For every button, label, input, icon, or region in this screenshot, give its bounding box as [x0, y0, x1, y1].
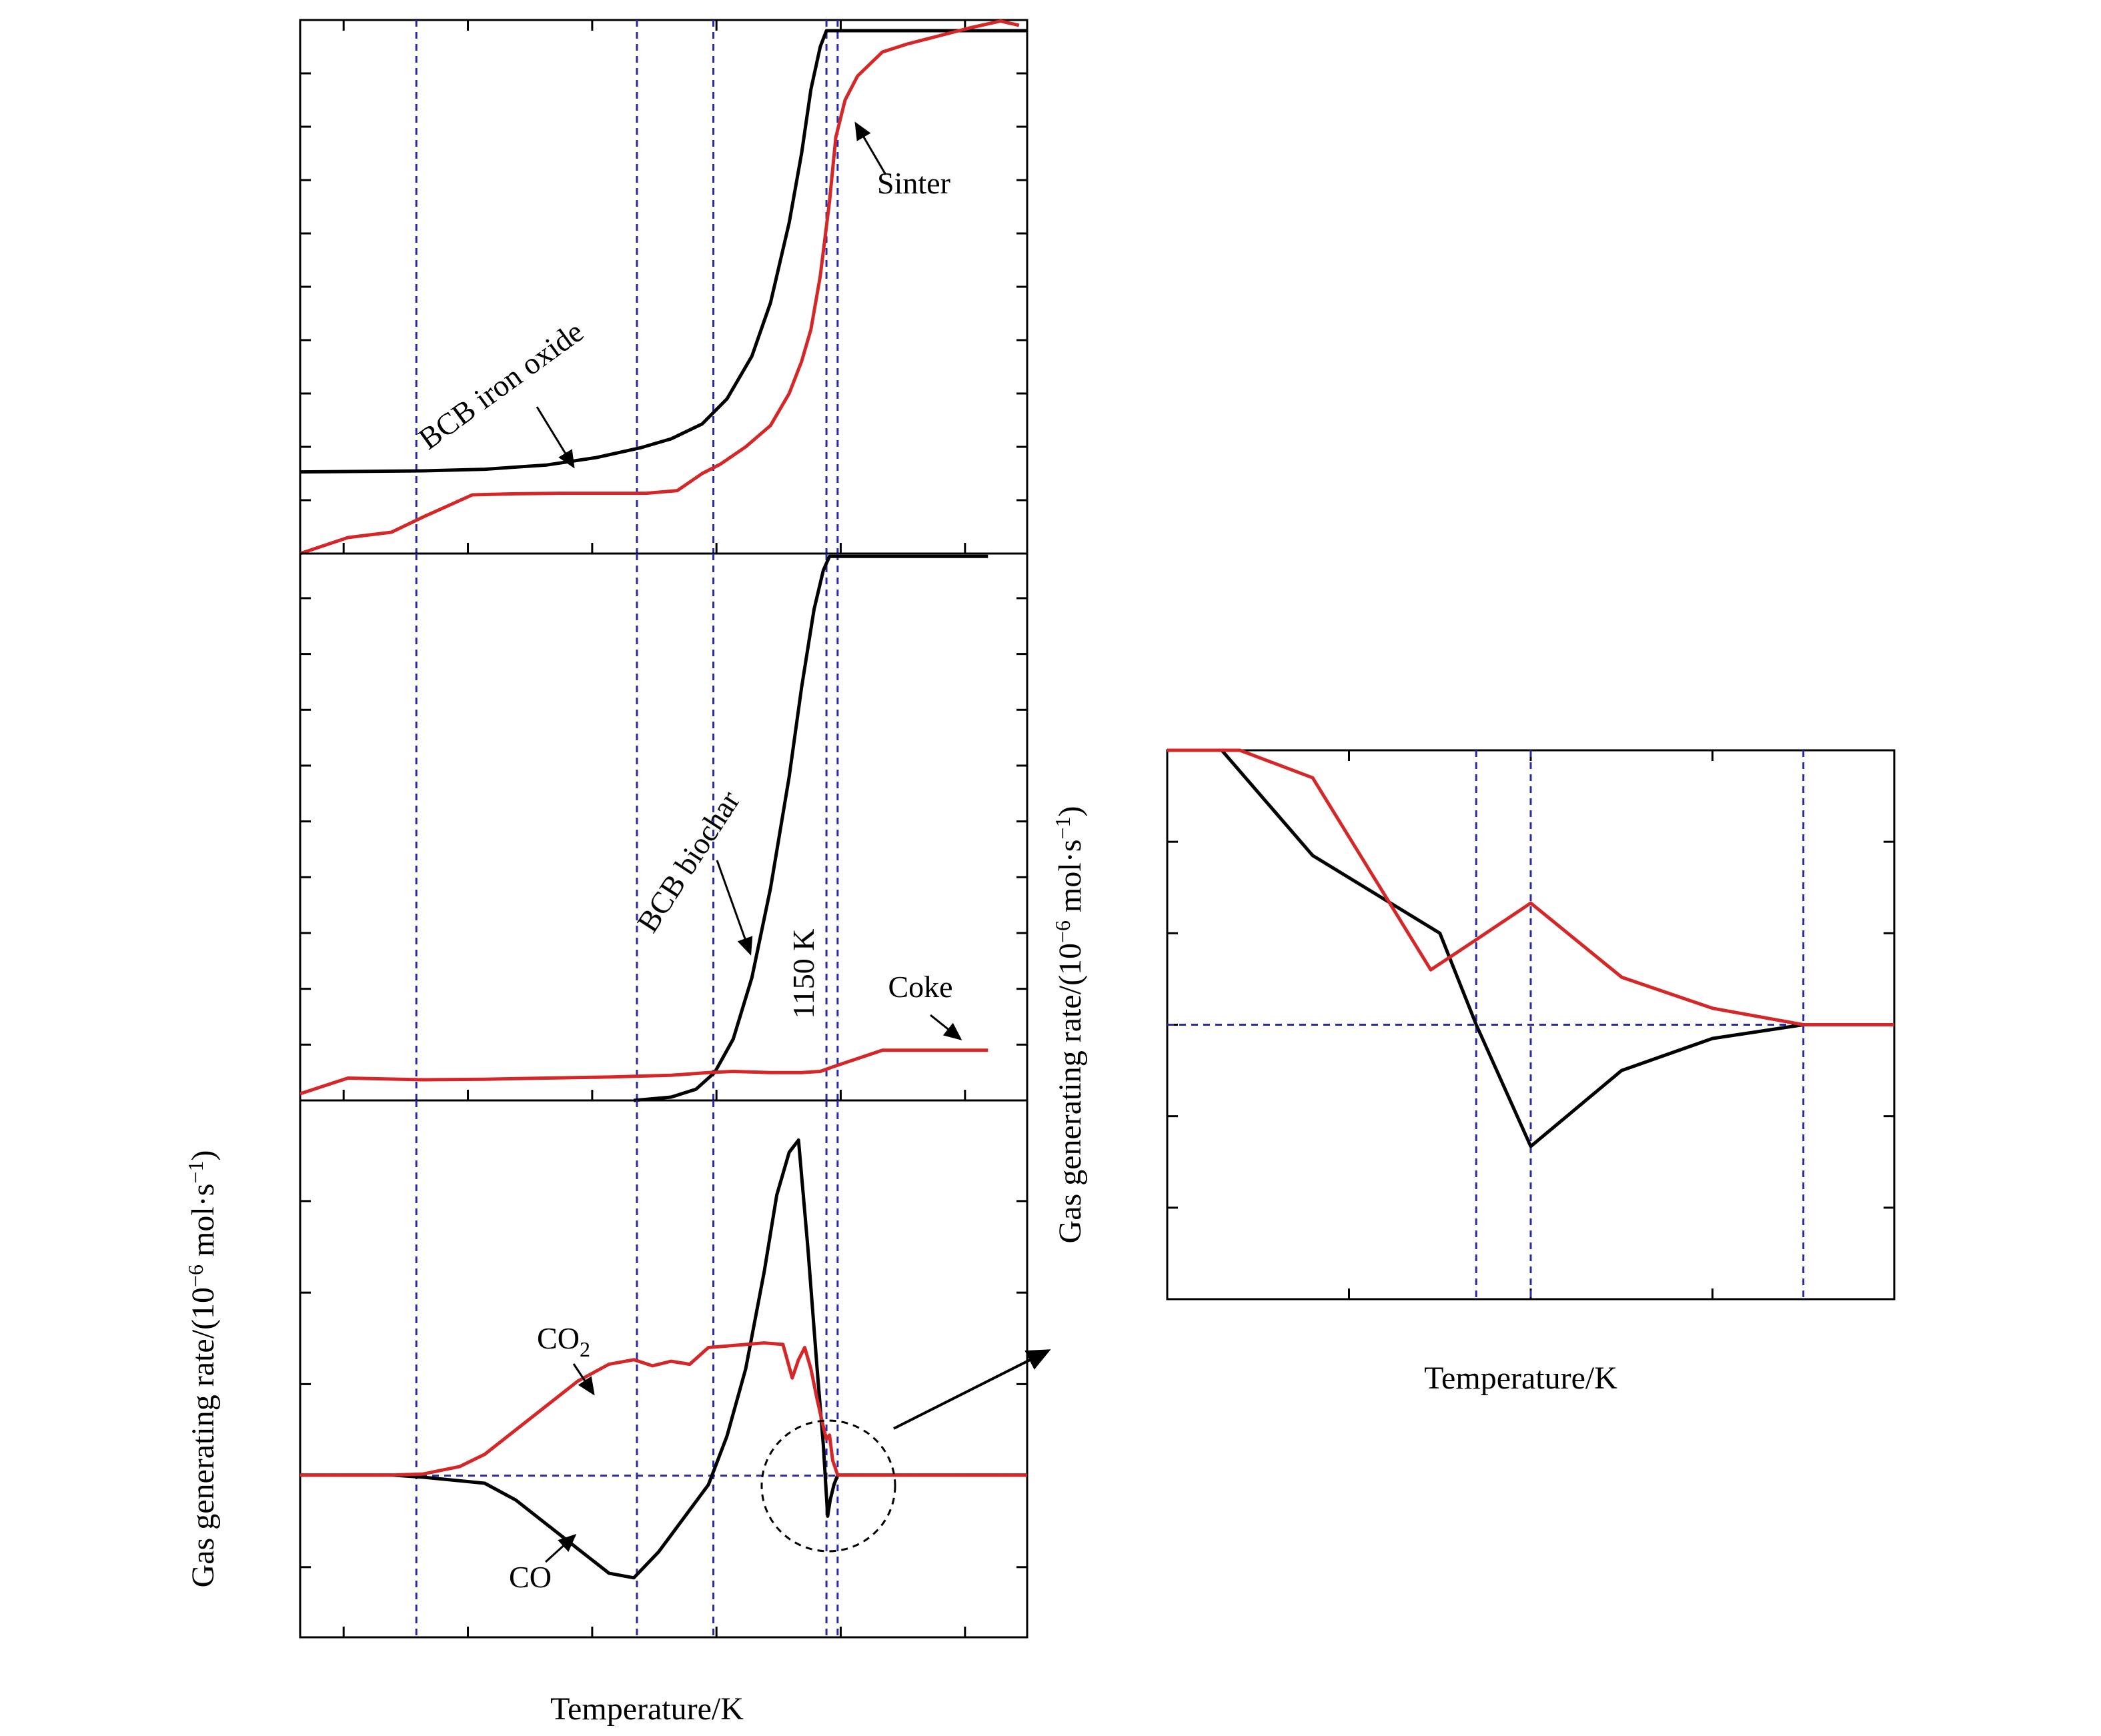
series-line-co2: [300, 1341, 1027, 1477]
y-axis-label-part: Gas generating rate/(10: [185, 1287, 221, 1587]
zoom-circle: [760, 1419, 896, 1553]
y-axis-label-part: −6: [183, 1264, 207, 1287]
series-annotation: CO2: [537, 1321, 590, 1361]
annotation-text: CO: [509, 1560, 552, 1594]
series-annotation: 1150 K: [786, 928, 820, 1018]
annotation-arrow: [536, 406, 575, 469]
y-axis-label: Gas generating rate/(10−6 mol·s−1): [183, 1150, 221, 1588]
y-axis-label-part: mol·s: [185, 1184, 221, 1264]
y-axis-label-part: ): [1053, 806, 1088, 817]
y-axis-label-part: Gas generating rate/(10: [1053, 943, 1088, 1243]
series-annotation: BCB biochar: [630, 784, 746, 938]
x-axis-label-zoom: Temperature/K: [1424, 1361, 1617, 1396]
series-line-coke: [300, 1048, 988, 1096]
y-axis-label-part: −1: [183, 1161, 207, 1184]
annotation-text: 1150 K: [786, 928, 820, 1018]
annotation-arrow: [854, 121, 887, 175]
y-axis-label: Gas generating rate/(10−6 mol·s−1): [1050, 806, 1088, 1244]
series-annotation: Coke: [888, 970, 952, 1004]
panel-b-biochar-conversion: BCB biochar 1150 K Coke: [299, 552, 1028, 1102]
series-line-bcb-iron-oxide: [300, 29, 1027, 474]
series-annotation: Sinter: [877, 166, 950, 200]
plot-frame-c: [299, 1099, 1028, 1639]
y-axis-label-part: ): [185, 1150, 221, 1161]
annotation-arrow: [544, 1533, 577, 1563]
series-annotation: CO: [509, 1560, 552, 1594]
annotation-text: BCB iron oxide: [412, 314, 590, 456]
series-line-co2: [1167, 748, 1894, 1026]
plot-frame-b: [299, 552, 1028, 1102]
annotation-text: BCB biochar: [630, 784, 746, 938]
zoom-arrow: [893, 1349, 1051, 1430]
series-line-co: [300, 1138, 1027, 1580]
annotation-arrow: [716, 860, 753, 956]
series-annotation: BCB iron oxide: [412, 314, 590, 456]
annotation-subscript: 2: [580, 1337, 590, 1361]
annotation-arrow: [572, 1363, 595, 1396]
series-line-co: [1167, 748, 1894, 1148]
panel-a-reduction-fraction: BCB iron oxide Sinter: [299, 19, 1028, 556]
annotation-text: Sinter: [877, 166, 950, 200]
plot-frame-a: [299, 19, 1028, 555]
series-line-sinter: [300, 19, 1020, 556]
x-axis-label-main: Temperature/K: [550, 1691, 744, 1727]
y-axis-label-part: mol·s: [1053, 840, 1088, 920]
annotation-text: Coke: [888, 970, 952, 1004]
annotation-text: CO: [537, 1321, 580, 1355]
y-axis-label-part: −6: [1050, 920, 1075, 943]
panel-d-gas-generating-rate-zoom: Gas generating rate/(10−6 mol·s−1): [1050, 748, 1896, 1300]
y-axis-label-part: −1: [1050, 817, 1075, 840]
series-line-bcb-biochar: [634, 554, 988, 1102]
annotation-arrow: [930, 1014, 962, 1040]
